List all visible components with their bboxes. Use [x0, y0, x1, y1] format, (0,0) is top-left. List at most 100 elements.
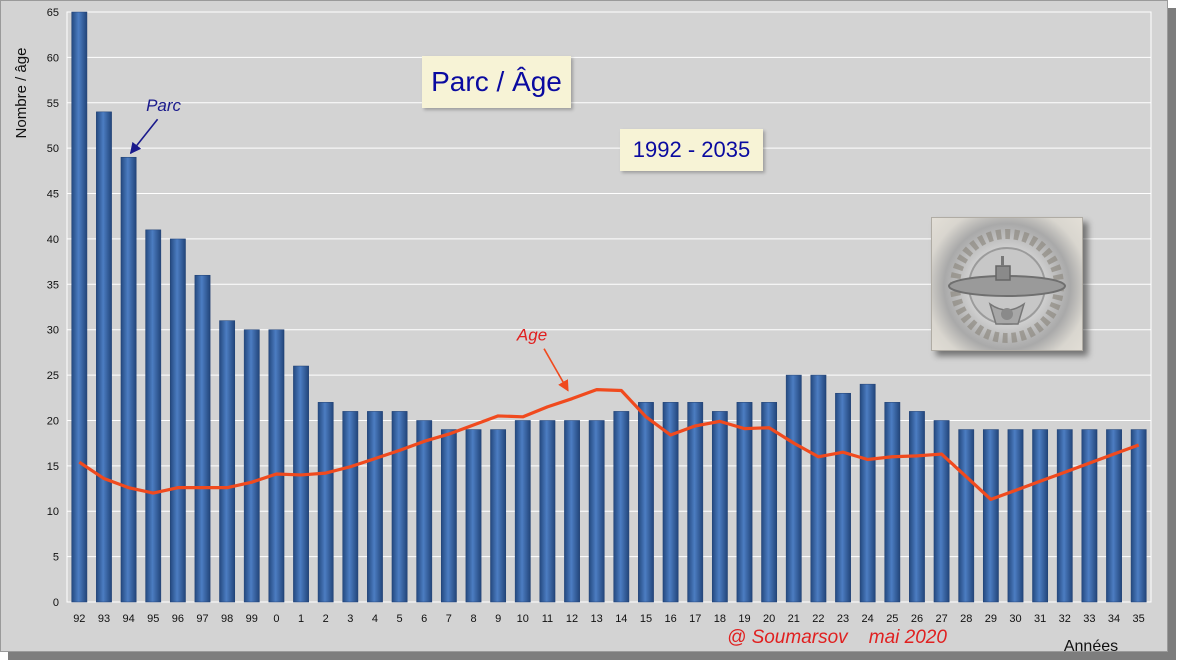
bar	[1130, 429, 1147, 603]
bar	[933, 420, 950, 603]
bar	[145, 229, 162, 603]
x-tick-label: 3	[347, 613, 353, 625]
bar	[71, 11, 88, 603]
x-tick-label: 10	[517, 613, 529, 625]
bar	[440, 429, 457, 603]
line-series-age	[78, 388, 1140, 502]
bar	[96, 111, 112, 603]
bar	[169, 238, 186, 603]
y-tick-label: 65	[47, 7, 59, 19]
x-tick-label: 92	[73, 613, 85, 625]
bar	[638, 402, 654, 603]
x-tick-label: 32	[1059, 613, 1071, 625]
x-tick-label: 8	[470, 613, 476, 625]
chart-subtitle: 1992 - 2035	[620, 129, 763, 171]
bar	[391, 411, 408, 603]
bar	[662, 402, 679, 603]
bar-series-parc	[71, 11, 1147, 603]
bar	[514, 420, 531, 603]
bar	[859, 383, 876, 603]
x-tick-label: 6	[421, 613, 427, 625]
x-tick-label: 16	[664, 613, 676, 625]
x-tick-label: 14	[615, 613, 627, 625]
y-tick-label: 15	[47, 461, 59, 473]
x-tick-label: 95	[147, 613, 159, 625]
x-tick-label: 1	[298, 613, 304, 625]
y-tick-label: 45	[47, 189, 59, 201]
x-tick-label: 35	[1133, 613, 1145, 625]
annotation-label: Parc	[146, 96, 181, 115]
x-tick-label: 99	[246, 613, 258, 625]
x-tick-label: 19	[738, 613, 750, 625]
y-axis-ticks: 0 5 10 15 20 25 30 35 40 45 50 55 60 65	[47, 7, 59, 609]
bar	[909, 411, 925, 603]
age-line	[78, 388, 1140, 502]
bar	[785, 374, 802, 603]
x-tick-label: 28	[960, 613, 972, 625]
bar	[243, 329, 260, 603]
bar	[711, 411, 728, 603]
credit-text: @ Soumarsov mai 2020	[727, 627, 947, 648]
chart-title: Parc / Âge	[422, 56, 571, 108]
y-tick-label: 50	[47, 143, 59, 155]
bar	[219, 320, 236, 603]
bar	[1056, 429, 1073, 603]
bar	[1032, 429, 1049, 603]
x-tick-label: 20	[763, 613, 775, 625]
bar	[416, 420, 433, 603]
y-tick-label: 5	[53, 552, 59, 564]
x-tick-label: 9	[495, 613, 501, 625]
x-tick-label: 11	[542, 613, 553, 625]
y-tick-label: 55	[47, 98, 59, 110]
x-tick-label: 21	[788, 613, 800, 625]
x-axis-label: Années	[1064, 638, 1118, 651]
bar	[1081, 429, 1098, 603]
bar	[293, 365, 309, 603]
x-tick-label: 15	[640, 613, 652, 625]
bar	[268, 329, 285, 603]
y-tick-label: 40	[47, 234, 59, 246]
bar	[465, 429, 482, 603]
bar	[539, 420, 556, 603]
x-tick-label: 12	[566, 613, 578, 625]
x-tick-label: 33	[1083, 613, 1095, 625]
x-tick-label: 96	[172, 613, 184, 625]
x-tick-label: 26	[911, 613, 923, 625]
chart-frame: 0 5 10 15 20 25 30 35 40 45 50 55 60 65 92 93 94 95 96 97 9…	[0, 0, 1168, 652]
bar	[810, 374, 827, 603]
bar	[342, 411, 359, 603]
bar	[958, 429, 975, 603]
y-tick-label: 35	[47, 279, 59, 291]
x-tick-label: 18	[714, 613, 726, 625]
bar	[687, 402, 704, 603]
bar	[490, 429, 507, 603]
bar	[835, 392, 851, 603]
x-tick-label: 2	[323, 613, 329, 625]
x-tick-label: 34	[1108, 613, 1120, 625]
y-tick-label: 25	[47, 370, 59, 382]
bar	[613, 411, 630, 603]
x-axis-ticks: 92 93 94 95 96 97 98 99 0 1 2 3 4 5 6 7 8 9 10 11 12 13 14 15 16…	[73, 613, 1145, 625]
annotation-arrow	[543, 348, 569, 392]
annotation-arrow	[129, 118, 159, 155]
bar	[1106, 429, 1122, 603]
x-tick-label: 98	[221, 613, 233, 625]
x-tick-label: 7	[446, 613, 452, 625]
x-tick-label: 94	[122, 613, 134, 625]
annotations: Parc Age	[129, 96, 569, 392]
bar	[761, 402, 778, 603]
bar	[588, 420, 605, 603]
x-tick-label: 27	[935, 613, 947, 625]
bar	[736, 402, 753, 603]
y-axis-label: Nombre / âge	[13, 48, 30, 139]
y-tick-label: 10	[47, 506, 59, 518]
x-tick-label: 22	[812, 613, 824, 625]
x-tick-label: 29	[985, 613, 997, 625]
x-tick-label: 4	[372, 613, 378, 625]
bar	[194, 274, 211, 603]
x-tick-label: 13	[591, 613, 603, 625]
y-tick-label: 20	[47, 415, 59, 427]
y-tick-label: 60	[47, 52, 59, 64]
x-tick-label: 25	[886, 613, 898, 625]
bar	[564, 420, 580, 603]
